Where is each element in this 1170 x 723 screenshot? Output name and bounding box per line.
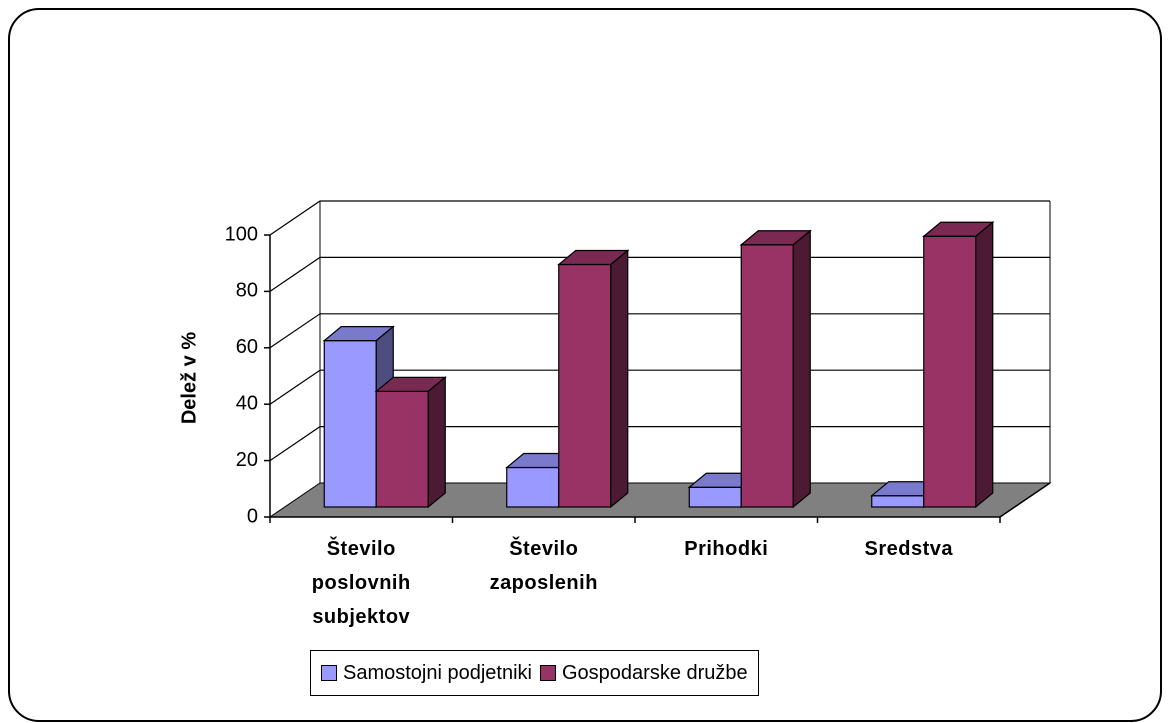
y-tick-label: 40: [236, 392, 258, 414]
legend-swatch: [321, 665, 337, 681]
legend-item: Samostojni podjetniki: [321, 662, 532, 685]
x-tick-label: Število poslovnih subjektov: [311, 538, 411, 628]
bar: [322, 325, 395, 509]
y-tick-label: 100: [225, 223, 258, 245]
bar: [374, 376, 447, 509]
bar-front: [688, 486, 742, 508]
floor-right: [999, 482, 1051, 518]
bar-side: [975, 221, 994, 509]
bar-front: [871, 495, 925, 508]
bar-side: [610, 249, 629, 509]
grid-line: [269, 200, 1050, 236]
y-tick-label: 80: [236, 280, 258, 302]
bar-front: [323, 340, 377, 508]
legend: Samostojni podjetniki Gospodarske družbe: [310, 650, 759, 696]
bar: [922, 221, 995, 509]
bar-side: [792, 229, 811, 509]
bar-front: [558, 263, 612, 508]
legend-label: Samostojni podjetniki: [343, 661, 532, 684]
legend-label: Gospodarske družbe: [562, 661, 748, 684]
bar-front: [923, 235, 977, 508]
legend-item: Gospodarske družbe: [540, 662, 748, 685]
legend-swatch: [540, 665, 556, 681]
bar: [557, 249, 630, 509]
x-tick-label: Število zaposlenih: [489, 538, 598, 594]
y-axis-label: Delež v %: [178, 332, 200, 424]
bar: [739, 229, 812, 509]
bar-front: [375, 390, 429, 508]
bar-front: [506, 466, 560, 508]
y-tick-label: 20: [236, 449, 258, 471]
bar-front: [740, 244, 794, 508]
y-tick-label: 60: [236, 336, 258, 358]
y-tick-label: 0: [247, 505, 258, 527]
x-tick-label: Sredstva: [864, 538, 953, 560]
bar-side: [427, 376, 446, 509]
x-tick-label: Prihodki: [684, 538, 769, 560]
